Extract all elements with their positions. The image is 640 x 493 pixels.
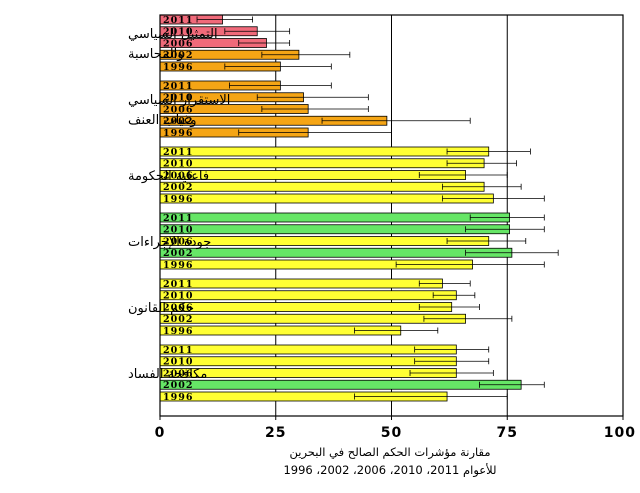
- year-label-g2-2010: 2010: [163, 93, 193, 104]
- year-label-g1-2002: 2002: [163, 50, 193, 61]
- year-label-g3-2010: 2010: [163, 159, 193, 170]
- year-label-g6-2010: 2010: [163, 357, 193, 368]
- category-label-1-line-2: والمحاسبة: [128, 47, 184, 62]
- year-label-g5-2010: 2010: [163, 291, 193, 302]
- tick-label-100: 100: [604, 425, 636, 441]
- year-label-g5-1996: 1996: [163, 326, 193, 337]
- year-label-g2-2006: 2006: [163, 104, 193, 115]
- bar-g3-2011: [159, 146, 490, 157]
- bar-g5-2002: [159, 313, 466, 324]
- year-label-g4-2011: 2011: [163, 213, 193, 224]
- bars: 2011201020062002199620112010200620021996…: [159, 14, 559, 403]
- caption-line-2: للأعوام 2011، 2010، 2006، 2002، 1996: [283, 463, 496, 478]
- year-label-g3-2011: 2011: [163, 147, 193, 158]
- year-label-g4-1996: 1996: [163, 260, 193, 271]
- bar-g4-2011: [159, 212, 510, 223]
- x-axis-ticks: 0 25 50 75 100: [155, 416, 636, 441]
- category-label-6-line-1: مكافحة الفساد: [128, 367, 207, 382]
- bar-g3-2010: [159, 158, 485, 169]
- year-label-g6-1996: 1996: [163, 392, 193, 403]
- bar-g4-2002: [159, 247, 513, 258]
- year-label-g3-2006: 2006: [163, 170, 193, 181]
- tick-label-0: 0: [155, 425, 166, 441]
- year-label-g3-1996: 1996: [163, 194, 193, 205]
- year-label-g6-2002: 2002: [163, 380, 193, 391]
- year-label-g6-2011: 2011: [163, 345, 193, 356]
- year-label-g1-2010: 2010: [163, 27, 193, 38]
- category-label-2-line-2: وغياب العنف: [128, 113, 197, 128]
- year-label-g4-2002: 2002: [163, 248, 193, 259]
- year-label-g1-1996: 1996: [163, 62, 193, 73]
- year-label-g6-2006: 2006: [163, 368, 193, 379]
- bar-g6-2002: [159, 379, 522, 390]
- category-label-1-line-1: التمثيل السياسي: [128, 27, 218, 42]
- bar-g5-2011: [159, 278, 443, 289]
- tick-label-25: 25: [265, 425, 286, 441]
- tick-label-50: 50: [381, 425, 402, 441]
- bar-g5-2010: [159, 290, 457, 301]
- bar-g4-2010: [159, 224, 510, 235]
- category-label-2-line-1: الاستقرار السياسي: [128, 93, 230, 108]
- year-label-g5-2002: 2002: [163, 314, 193, 325]
- tick-label-75: 75: [497, 425, 518, 441]
- year-label-g2-1996: 1996: [163, 128, 193, 139]
- year-label-g5-2006: 2006: [163, 302, 193, 313]
- year-label-g3-2002: 2002: [163, 182, 193, 193]
- category-labels: التمثيل السياسي والمحاسبة الاستقرار السياس…: [128, 27, 230, 382]
- year-label-g2-2011: 2011: [163, 81, 193, 92]
- year-label-g4-2006: 2006: [163, 236, 193, 247]
- category-label-3-line-1: فاعلية الحكومة: [128, 169, 209, 184]
- year-label-g1-2006: 2006: [163, 38, 193, 49]
- year-label-g4-2010: 2010: [163, 225, 193, 236]
- caption-line-1: مقارنة مؤشرات الحكم الصالح في البحرين: [290, 445, 491, 460]
- bar-g6-2010: [159, 356, 457, 367]
- year-label-g2-2002: 2002: [163, 116, 193, 127]
- category-label-5-line-1: حكم القانون: [128, 301, 194, 316]
- year-label-g5-2011: 2011: [163, 279, 193, 290]
- category-label-4-line-1: جودة الإجراءات: [128, 235, 211, 250]
- bar-g6-2011: [159, 344, 457, 355]
- bar-g5-2006: [159, 302, 453, 312]
- year-label-g1-2011: 2011: [163, 15, 193, 26]
